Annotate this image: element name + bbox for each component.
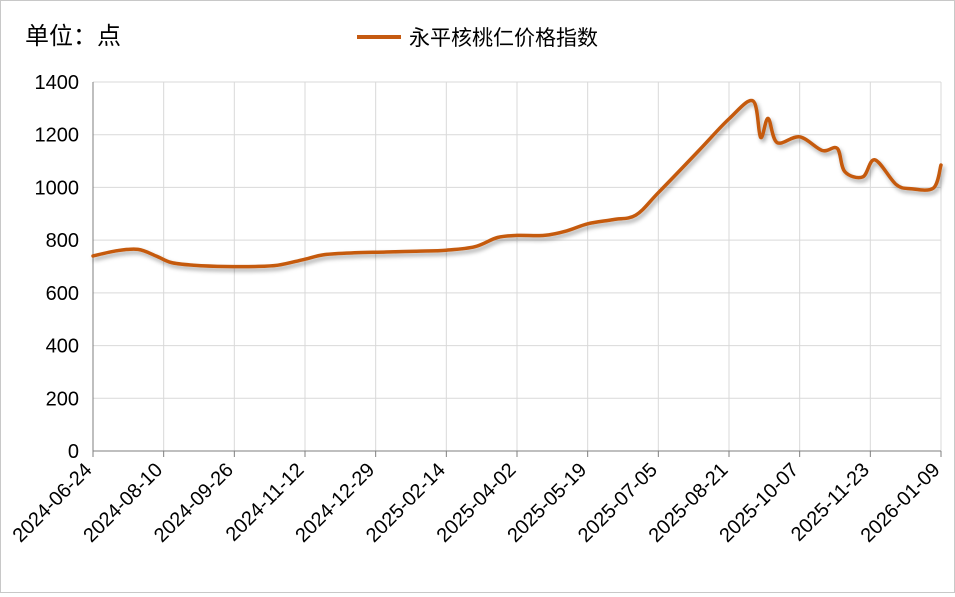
y-tick-label: 1000 bbox=[35, 177, 80, 199]
unit-label: 单位：点 bbox=[25, 23, 121, 50]
x-axis: 2024-06-242024-08-102024-09-262024-11-12… bbox=[9, 450, 945, 547]
series-layer bbox=[91, 98, 943, 269]
y-tick-label: 400 bbox=[46, 336, 79, 358]
y-tick-label: 600 bbox=[46, 283, 79, 305]
legend: 永平核桃仁价格指数 bbox=[357, 27, 598, 50]
series-line bbox=[91, 98, 943, 269]
y-tick-label: 800 bbox=[46, 230, 79, 252]
legend-label: 永平核桃仁价格指数 bbox=[409, 27, 598, 50]
y-tick-label: 1400 bbox=[35, 72, 80, 94]
grid bbox=[92, 81, 942, 452]
y-tick-label: 200 bbox=[46, 388, 79, 410]
y-tick-label: 0 bbox=[68, 441, 79, 463]
y-axis: 0 200 400 600 800 1000 1200 1400 bbox=[35, 72, 94, 463]
y-tick-label: 1200 bbox=[35, 125, 80, 147]
